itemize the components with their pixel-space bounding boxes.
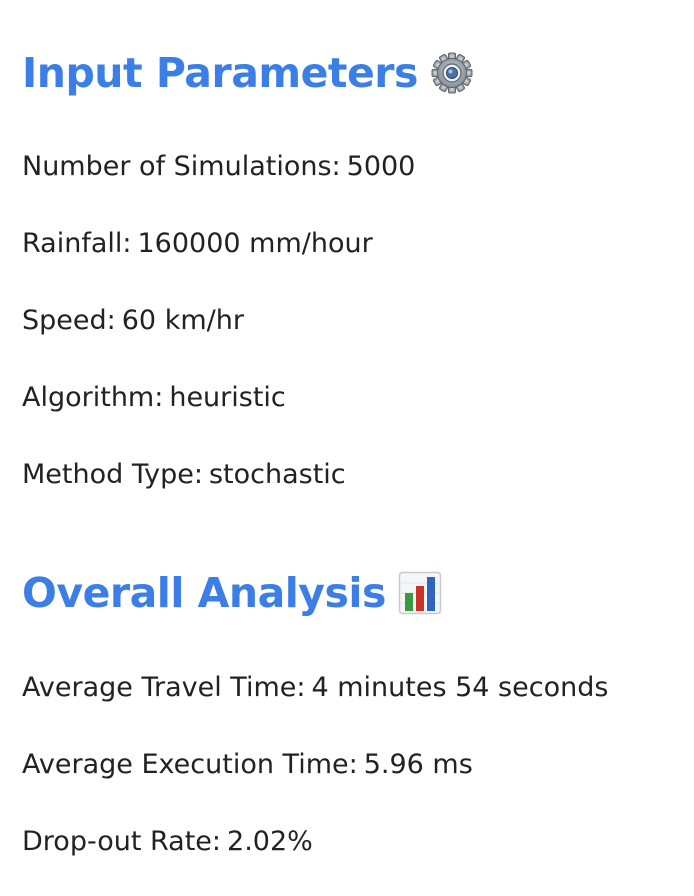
- analysis-row-travel-time: Average Travel Time: 4 minutes 54 seconds: [22, 674, 608, 701]
- analysis-row-dropout-rate: Drop-out Rate: 2.02%: [22, 828, 313, 855]
- param-label: Algorithm:: [22, 382, 164, 413]
- param-label: Number of Simulations:: [22, 151, 341, 182]
- bar-chart-icon: [398, 571, 442, 615]
- analysis-label: Average Execution Time:: [22, 749, 358, 780]
- input-parameters-heading: Input Parameters: [22, 51, 474, 95]
- param-row-speed: Speed: 60 km/hr: [22, 307, 244, 334]
- analysis-label: Average Travel Time:: [22, 672, 306, 703]
- analysis-row-execution-time: Average Execution Time: 5.96 ms: [22, 751, 473, 778]
- param-label: Speed:: [22, 305, 116, 336]
- param-row-rainfall: Rainfall: 160000 mm/hour: [22, 230, 373, 257]
- overall-analysis-heading: Overall Analysis: [22, 571, 442, 615]
- param-value: 5000: [346, 151, 416, 182]
- analysis-value: 5.96 ms: [363, 749, 473, 780]
- param-value: heuristic: [169, 382, 286, 413]
- param-row-method-type: Method Type: stochastic: [22, 461, 346, 488]
- param-row-simulations: Number of Simulations: 5000: [22, 153, 415, 180]
- overall-analysis-heading-text: Overall Analysis: [22, 568, 386, 617]
- gear-icon: [430, 51, 474, 95]
- param-label: Method Type:: [22, 459, 203, 490]
- analysis-value: 4 minutes 54 seconds: [311, 672, 609, 703]
- param-row-algorithm: Algorithm: heuristic: [22, 384, 286, 411]
- param-label: Rainfall:: [22, 228, 132, 259]
- analysis-label: Drop-out Rate:: [22, 826, 222, 857]
- param-value: stochastic: [208, 459, 346, 490]
- analysis-value: 2.02%: [227, 826, 313, 857]
- param-value: 60 km/hr: [121, 305, 244, 336]
- param-value: 160000 mm/hour: [137, 228, 373, 259]
- input-parameters-heading-text: Input Parameters: [22, 48, 418, 97]
